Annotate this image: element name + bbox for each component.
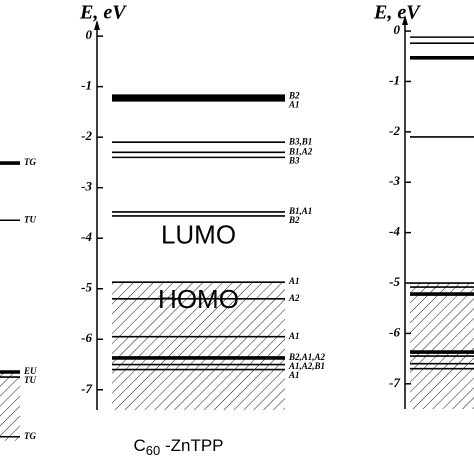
y-tick-label: -4 — [81, 229, 92, 244]
level-label: EU — [23, 366, 37, 376]
axis-arrow — [94, 20, 100, 30]
level-label: A1 — [288, 276, 300, 286]
level-label: B3 — [288, 155, 300, 165]
level-label: TU — [24, 375, 36, 385]
level-label: B2,A1,A2 — [288, 352, 326, 362]
y-tick-label: -3 — [81, 179, 92, 194]
y-tick-label: -2 — [81, 128, 92, 143]
occupied-region — [410, 283, 474, 409]
level-label: TU — [24, 214, 36, 224]
level-label: B2 — [288, 90, 300, 100]
y-tick-label: -5 — [81, 280, 92, 295]
y-tick-label: -1 — [81, 78, 92, 93]
level-label: A1 — [288, 99, 300, 109]
y-tick-label: -5 — [389, 274, 400, 289]
y-tick-label: -6 — [81, 330, 92, 345]
level-label: A1 — [288, 331, 300, 341]
y-axis-title: E, eV — [373, 2, 421, 24]
y-tick-label: -1 — [389, 72, 400, 87]
level-label: A1 — [288, 370, 300, 380]
level-label: B3,B1 — [288, 136, 312, 146]
level-label: TG — [24, 157, 36, 167]
y-tick-label: -7 — [81, 381, 92, 396]
level-label: TG — [24, 431, 36, 441]
level-label: B1,A2 — [288, 146, 313, 156]
y-tick-label: -4 — [389, 224, 400, 239]
y-tick-label: 0 — [394, 22, 401, 37]
caption-sub: 60 — [146, 443, 160, 458]
axis-arrow — [402, 15, 408, 25]
occupied-region — [0, 372, 20, 441]
y-tick-label: -7 — [389, 375, 400, 390]
y-tick-label: -6 — [389, 324, 400, 339]
caption: C60 -ZnTPP — [133, 436, 223, 458]
level-label: B1,A1 — [288, 206, 312, 216]
y-tick-label: -3 — [389, 173, 400, 188]
level-label: A1,A2,B1 — [288, 361, 325, 371]
annotation: HOMO — [158, 284, 239, 314]
y-axis-title: E, eV — [79, 2, 127, 24]
occupied-region — [112, 282, 285, 410]
level-label: B2 — [288, 215, 300, 225]
y-tick-label: 0 — [86, 27, 93, 42]
y-tick-label: -2 — [389, 123, 400, 138]
level-label: A2 — [288, 293, 300, 303]
caption-base: C — [133, 436, 145, 455]
annotation: LUMO — [161, 220, 236, 250]
caption-rest: -ZnTPP — [160, 436, 223, 455]
